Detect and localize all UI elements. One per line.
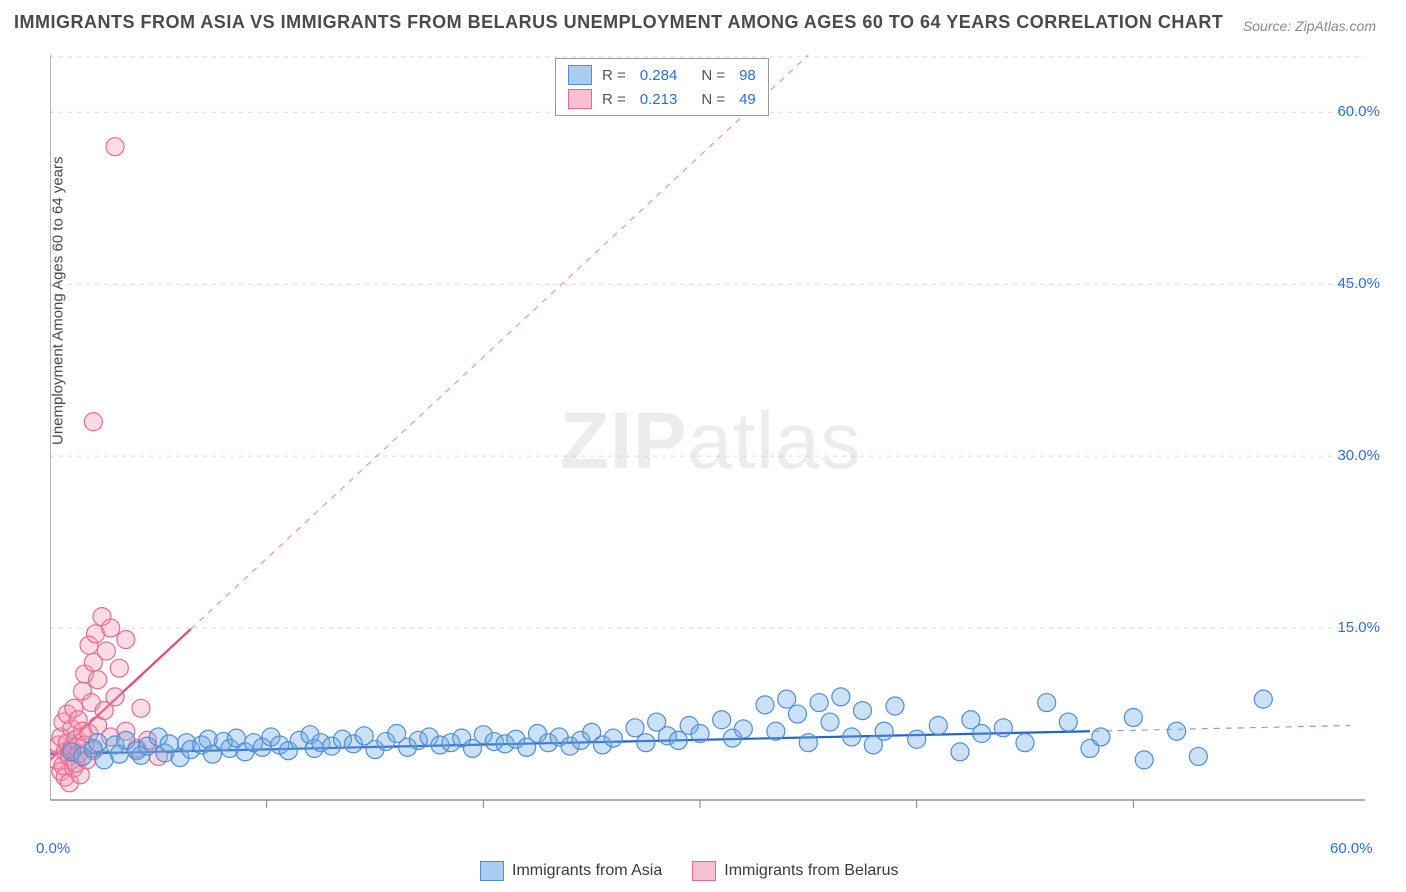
x-max-label: 60.0% — [1330, 840, 1373, 857]
n-label: N = — [701, 91, 725, 108]
swatch-asia — [568, 65, 592, 85]
chart-title: IMMIGRANTS FROM ASIA VS IMMIGRANTS FROM … — [14, 12, 1223, 33]
legend-label-belarus: Immigrants from Belarus — [724, 862, 898, 880]
n-value-belarus: 49 — [739, 91, 756, 108]
legend-item-belarus: Immigrants from Belarus — [692, 861, 898, 881]
y-tick-label: 45.0% — [1320, 275, 1380, 292]
n-value-asia: 98 — [739, 67, 756, 84]
n-label: N = — [701, 67, 725, 84]
legend-row-asia: R = 0.284 N = 98 — [556, 63, 768, 87]
legend-item-asia: Immigrants from Asia — [480, 861, 662, 881]
y-tick-label: 15.0% — [1320, 619, 1380, 636]
y-tick-label: 60.0% — [1320, 103, 1380, 120]
legend-row-belarus: R = 0.213 N = 49 — [556, 87, 768, 111]
r-value-belarus: 0.213 — [640, 91, 678, 108]
series-legend: Immigrants from Asia Immigrants from Bel… — [480, 861, 899, 881]
r-label: R = — [602, 67, 626, 84]
scatter-chart — [50, 55, 1370, 835]
source-attribution: Source: ZipAtlas.com — [1243, 18, 1376, 34]
plot-area: Unemployment Among Ages 60 to 64 years — [50, 55, 1370, 835]
swatch-asia-icon — [480, 861, 504, 881]
r-value-asia: 0.284 — [640, 67, 678, 84]
swatch-belarus-icon — [692, 861, 716, 881]
origin-label: 0.0% — [36, 840, 70, 857]
correlation-legend: R = 0.284 N = 98 R = 0.213 N = 49 — [555, 58, 769, 116]
r-label: R = — [602, 91, 626, 108]
swatch-belarus — [568, 89, 592, 109]
legend-label-asia: Immigrants from Asia — [512, 862, 662, 880]
y-tick-label: 30.0% — [1320, 447, 1380, 464]
